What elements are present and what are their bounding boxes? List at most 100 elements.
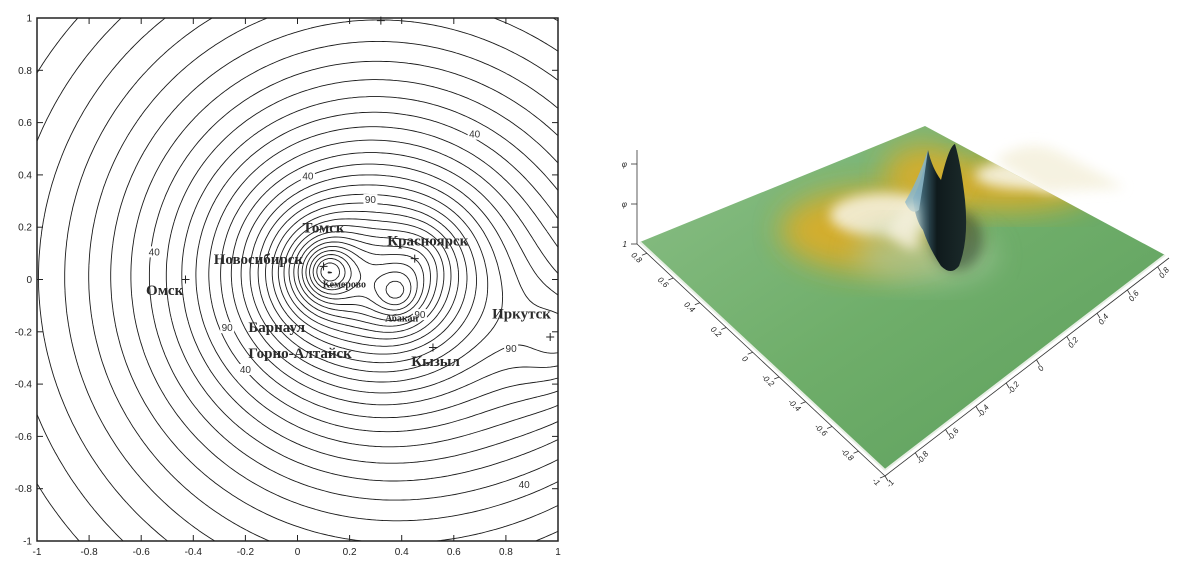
surface-x-tick-label: -0.8 xyxy=(839,447,856,463)
surface-x-tick-mark xyxy=(694,302,700,306)
surface-z-tick-label: φ xyxy=(622,200,627,209)
location-marker xyxy=(428,343,437,352)
surface-y-tick-label: 0.6 xyxy=(1127,288,1141,303)
city-label: Кызыл xyxy=(411,354,460,370)
surface-plot-svg: -1-0.8-0.6-0.4-0.200.20.40.60.8-1-0.8-0.… xyxy=(622,126,1171,489)
surface-peak-highlight xyxy=(905,150,928,212)
x-tick-label: -0.4 xyxy=(185,547,203,558)
y-tick-label: -0.8 xyxy=(15,484,33,495)
surface-peak-main xyxy=(913,144,967,271)
x-tick-label: -1 xyxy=(33,547,42,558)
city-label: Горно-Алтайск xyxy=(248,346,352,362)
contour-level-label: 90 xyxy=(222,323,234,334)
surface-peak-skirt xyxy=(885,200,919,250)
y-tick-label: 1 xyxy=(26,14,32,25)
surface-y-tick-label: 0 xyxy=(1036,363,1046,372)
surface-y-tick-label: 0.2 xyxy=(1066,335,1080,350)
surface-rim-right xyxy=(884,254,1166,471)
surface-z-tick-label: φ xyxy=(622,160,627,169)
contour-isoline xyxy=(240,163,558,394)
contour-level-label-bg xyxy=(300,170,315,182)
surface-x-tick-label: -1 xyxy=(870,476,881,487)
contour-level-label-bg xyxy=(147,246,162,258)
surface-y-tick-mark xyxy=(975,406,980,412)
surface-z-tick-label: 1 xyxy=(623,240,627,249)
city-label: Кемерово xyxy=(323,279,366,290)
contour-level-label: 40 xyxy=(149,247,161,258)
y-tick-label: 0.6 xyxy=(18,118,32,129)
y-tick-label: 0.4 xyxy=(18,170,32,181)
contour-isoline xyxy=(208,126,558,433)
surface-x-tick-label: -0.2 xyxy=(760,372,777,388)
contour-level-label: 90 xyxy=(506,344,518,355)
x-tick-label: 0.8 xyxy=(499,547,513,558)
surface-y-tick-mark xyxy=(1005,382,1010,389)
contour-isoline xyxy=(148,60,558,501)
contour-level-label: 40 xyxy=(469,130,481,141)
contour-level-label: 40 xyxy=(302,172,314,183)
surface-x-tick-mark xyxy=(826,426,833,429)
location-marker xyxy=(181,275,190,284)
surface-y-tick-mark xyxy=(914,452,919,458)
x-tick-label: -0.6 xyxy=(133,547,151,558)
surface-x-tick-label: 0.8 xyxy=(629,251,644,266)
axis-ticks: -1 -0.8 -0.6 -0.4 -0.2 0 0.2 0.4 0.6 0.8 1 1 0.8 0.6 0… xyxy=(15,14,561,559)
surface-x-tick-label: -0.4 xyxy=(786,397,803,413)
y-tick-label: -0.4 xyxy=(15,380,33,391)
surface-rim-left xyxy=(639,241,886,471)
x-tick-label: -0.8 xyxy=(80,547,98,558)
surface-y-tick-mark xyxy=(1127,289,1131,296)
city-label: Иркутск xyxy=(492,307,551,323)
contour-isoline xyxy=(195,111,558,448)
contour-isoline xyxy=(283,218,452,340)
contour-isoline xyxy=(37,18,80,541)
surface-x-tick-label: -0.6 xyxy=(813,422,830,438)
city-label: Омск xyxy=(146,283,184,299)
contour-isoline xyxy=(181,96,558,464)
surface-x-tick-label: 0.4 xyxy=(682,300,697,315)
contour-isoline xyxy=(288,225,445,333)
contour-map-svg: -1 -0.8 -0.6 -0.4 -0.2 0 0.2 0.4 0.6 0.8 1 1 0.8 0.6 0… xyxy=(15,14,561,559)
surface-y-tick-mark xyxy=(1096,313,1101,319)
city-label: Красноярск xyxy=(387,234,468,250)
contour-level-label-bg xyxy=(412,309,427,321)
contour-isoline xyxy=(277,210,460,347)
contour-level-label-bg xyxy=(517,479,532,491)
surface-y-tick-mark xyxy=(945,429,949,435)
y-tick-label: -0.2 xyxy=(15,327,33,338)
surface-plot-chart: -1 -0.8 -0.6 -0.4 -0.2 0 0.2 0.4 0.6 0.8 -1 -0.8 -0.… xyxy=(585,80,1175,500)
contour-isoline xyxy=(271,202,468,355)
contour-isoline xyxy=(293,231,438,327)
location-marker xyxy=(376,16,385,25)
contour-isoline xyxy=(88,18,558,541)
contour-isoline xyxy=(165,79,558,482)
surface-x-tick-mark xyxy=(641,252,648,256)
surface-y-tick-mark xyxy=(1036,359,1040,365)
contour-level-label: 40 xyxy=(519,480,531,491)
y-tick-label: 0.8 xyxy=(18,66,32,77)
y-tick-label: 0.2 xyxy=(18,223,32,234)
contour-level-label-bg xyxy=(504,343,519,355)
contour-isoline xyxy=(130,40,558,522)
x-tick-label: 0.4 xyxy=(395,547,409,558)
contour-level-label-bg xyxy=(220,322,235,334)
contour-isoline xyxy=(320,262,341,282)
x-tick-label: 1 xyxy=(555,547,561,558)
surface-x-tick-label: 0.6 xyxy=(656,275,671,290)
surface-y-axis xyxy=(884,257,1170,477)
contour-map-chart: -1 -0.8 -0.6 -0.4 -0.2 0 0.2 0.4 0.6 0.8 1 1 0.8 0.6 0… xyxy=(0,0,575,561)
contour-isoline xyxy=(316,258,346,287)
surface-y-tick-label: 0.8 xyxy=(1157,265,1171,280)
surface-base-plane xyxy=(640,126,1165,470)
contour-isoline xyxy=(305,245,418,311)
surface-x-axis xyxy=(636,243,886,477)
surface-x-tick-mark xyxy=(800,401,806,405)
surface-x-tick-mark xyxy=(668,277,674,281)
y-tick-label: -0.6 xyxy=(15,432,33,443)
contour-isoline xyxy=(309,250,412,306)
contour-isoline xyxy=(312,254,405,299)
location-marker xyxy=(319,262,328,271)
contour-isoline xyxy=(37,18,124,541)
surface-x-tick-label: 0 xyxy=(740,354,750,364)
surface-x-tick-mark xyxy=(879,475,886,479)
